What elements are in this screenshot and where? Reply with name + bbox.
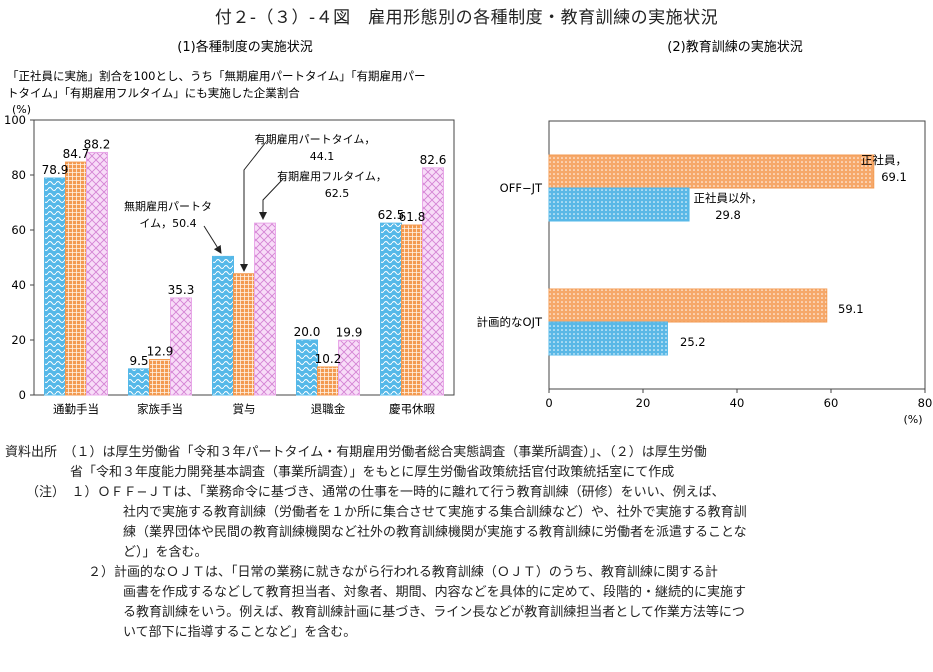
note-2-line-4: いて部下に指導することなど」を含む。	[123, 625, 357, 640]
bar-value-label: 88.2	[84, 137, 111, 151]
figure-canvas: (1)各種制度の実施状況 「正社員に実施」割合を100とし、うち「無期雇用パート…	[4, 39, 933, 426]
chart-right-title: (2)教育訓練の実施状況	[667, 39, 802, 55]
category-label: 慶弔休暇	[389, 402, 435, 416]
bar	[401, 224, 423, 396]
category-label: 計画的なOJT	[477, 315, 543, 329]
bar-value-label: 78.9	[42, 163, 69, 177]
bar-value-label: 10.2	[315, 352, 342, 366]
bar	[317, 366, 339, 396]
label-seishain-offjt-line-2: 69.1	[881, 170, 907, 184]
note-2-line-2: 画書を作成するなどして教育担当者、対象者、期間、内容などを具体的に定めて、段階的…	[123, 585, 746, 600]
figure-title: 付２-（３）-４図 雇用形態別の各種制度・教育訓練の実施状況	[214, 8, 719, 28]
bar-value-label: 84.7	[63, 147, 90, 161]
annotation-yukikoyo-part-line-2: 44.1	[310, 150, 335, 163]
label-hiseishain-offjt-line-1: 正社員以外，	[694, 191, 763, 205]
bar	[65, 161, 87, 396]
annotation-yukikoyo-part-line-1: 有期雇用パートタイム，	[255, 132, 376, 146]
chart-left-y-unit: (%)	[12, 103, 31, 116]
bar	[548, 154, 875, 189]
y-tick-label: 100	[4, 113, 26, 127]
label-seishain-offjt-line-1: 正社員，	[861, 153, 907, 167]
chart-left-subtitle-line-1: 「正社員に実施」割合を100とし、うち「無期雇用パートタイム」「有期雇用パー	[7, 69, 425, 83]
x-tick-label: 20	[636, 396, 651, 410]
note-1-line-2: 社内で実施する教育訓練（労働者を１か所に集合させて実施する集合訓練など）や、社外…	[123, 505, 747, 520]
chart-left: (1)各種制度の実施状況 「正社員に実施」割合を100とし、うち「無期雇用パート…	[4, 39, 455, 416]
bar	[338, 339, 360, 396]
bar-value-label: 19.9	[336, 325, 363, 339]
bar	[86, 151, 108, 396]
annotation-yukikoyo-full-arrow	[259, 178, 284, 220]
category-label: 家族手当	[137, 402, 183, 416]
annotation-yukikoyo-part: 有期雇用パートタイム， 44.1	[240, 132, 376, 272]
y-tick-label: 0	[19, 388, 26, 402]
chart-right-bars	[548, 154, 875, 356]
bar-value-label: 9.5	[129, 354, 148, 368]
x-tick-label: 0	[545, 396, 552, 410]
x-tick-label: 60	[824, 396, 839, 410]
annotation-yukikoyo-full-line-2: 62.5	[325, 187, 350, 200]
chart-left-y-ticks: 0 20 40 60 80 100	[4, 113, 34, 402]
annotation-mukikoyo-part-line-2: イム，50.4	[139, 217, 196, 230]
x-tick-label: 80	[918, 396, 933, 410]
y-tick-label: 80	[11, 168, 26, 182]
bar	[548, 321, 668, 356]
note-1-line-4: ど）」を含む。	[123, 545, 208, 560]
annotation-yukikoyo-part-arrow	[240, 141, 267, 272]
bar	[296, 339, 318, 396]
note-2-line-1: ２）計画的なＯＪＴは、「日常の業務に就きながら行われる教育訓練（ＯＪＴ）のうち、…	[88, 565, 718, 580]
chart-left-bars	[44, 151, 444, 396]
label-hiseishain-offjt-line-2: 29.8	[715, 208, 741, 222]
bar	[548, 187, 690, 222]
annotation-mukikoyo-part: 無期雇用パートタ イム，50.4	[124, 199, 222, 254]
category-label: OFF−JT	[500, 181, 543, 195]
chart-left-subtitle-line-2: トタイム」「有期雇用フルタイム」にも実施した企業割合	[7, 86, 300, 100]
bar-value-label: 61.8	[399, 210, 426, 224]
label-hiseishain-ojt: 25.2	[680, 335, 706, 349]
annotation-yukikoyo-full-line-1: 有期雇用フルタイム，	[277, 169, 387, 183]
label-seishain-ojt: 59.1	[838, 302, 864, 316]
bar	[548, 288, 828, 323]
annotation-yukikoyo-full: 有期雇用フルタイム， 62.5	[259, 169, 387, 220]
y-tick-label: 40	[11, 278, 26, 292]
bar	[422, 167, 444, 396]
chart-right-x-unit: (%)	[903, 413, 922, 426]
bar-value-label: 35.3	[168, 283, 195, 297]
category-label: 通勤手当	[53, 402, 99, 416]
bar	[254, 222, 276, 396]
annotation-mukikoyo-part-line-1: 無期雇用パートタ	[124, 199, 212, 213]
bar-value-label: 20.0	[294, 325, 321, 339]
bar-value-label: 12.9	[147, 345, 174, 359]
chart-right-x-ticks: 0 20 40 60 80	[545, 389, 932, 410]
bar	[212, 255, 234, 396]
note-source-line-1: 資料出所 （１）は厚生労働省「令和３年パートタイム・有期雇用労働者総合実態調査（…	[5, 445, 707, 460]
note-1-line-1: （注） １）ＯＦＦ−ＪＴは、「業務命令に基づき、通常の仕事を一時的に離れて行う教…	[26, 485, 725, 500]
category-label: 賞与	[233, 402, 256, 416]
bar	[149, 359, 171, 396]
bar	[44, 177, 66, 396]
note-1-line-3: 練（業界団体や民間の教育訓練機関など社外の教育訓練機関が実施する教育訓練に労働者…	[123, 525, 747, 540]
bar-value-label: 82.6	[420, 153, 447, 167]
note-source-line-2: 省「令和３年度能力開発基本調査（事業所調査）」をもとに厚生労働省政策統括官付政策…	[70, 465, 675, 480]
x-tick-label: 40	[730, 396, 745, 410]
bar	[128, 368, 150, 396]
bar	[233, 273, 255, 396]
category-label: 退職金	[311, 402, 346, 416]
chart-right-category-labels: OFF−JT 計画的なOJT	[477, 181, 543, 329]
bar	[170, 297, 192, 396]
bar	[380, 222, 402, 396]
chart-left-title: (1)各種制度の実施状況	[177, 39, 312, 55]
y-tick-label: 20	[11, 333, 26, 347]
note-2-line-3: る教育訓練をいう。例えば、教育訓練計画に基づき、ライン長などが教育訓練担当者とし…	[123, 605, 745, 620]
chart-right: (2)教育訓練の実施状況 0 20 40 60 80 (%) OFF−JT 計画的なOJT…	[477, 39, 933, 426]
bar-value-label: 62.5	[378, 208, 405, 222]
y-tick-label: 60	[11, 223, 26, 237]
chart-left-category-labels: 通勤手当 家族手当 賞与 退職金 慶弔休暇	[53, 402, 435, 416]
chart-left-value-labels: 78.984.788.29.512.935.320.010.219.962.56…	[42, 137, 447, 367]
annotation-mukikoyo-part-arrow	[203, 225, 222, 254]
